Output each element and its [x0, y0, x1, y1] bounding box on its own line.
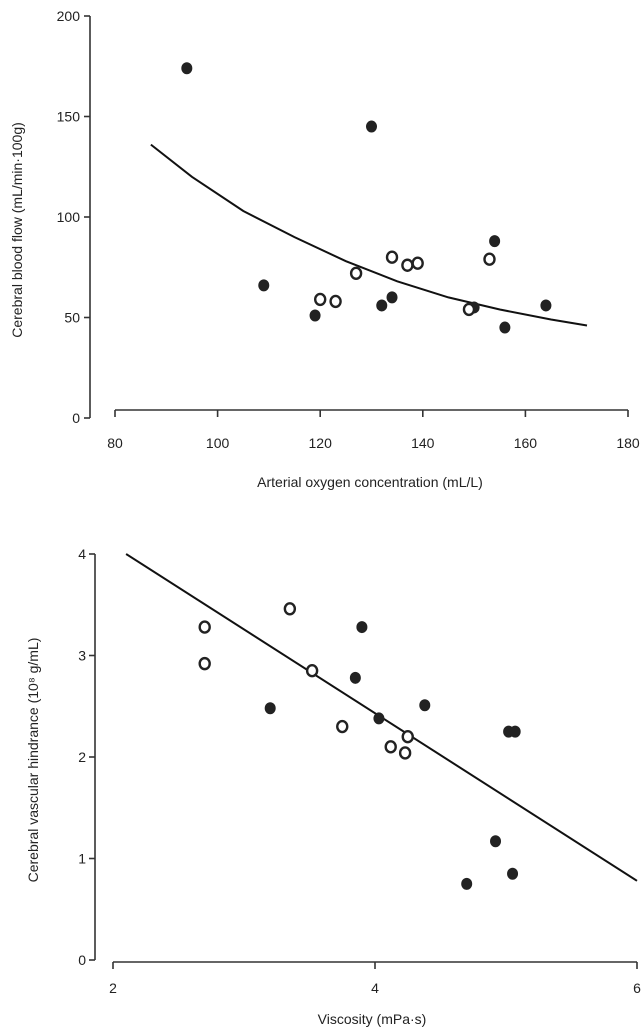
blood-flow-chart: Arterial oxygen concentration (mL/L) Cer…	[9, 8, 640, 490]
filled-data-point	[376, 299, 388, 312]
open-data-point	[283, 602, 297, 616]
filled-data-point	[373, 712, 385, 725]
open-data-point	[336, 719, 349, 734]
vascular-hindrance-chart: Viscosity (mPa·s) Cerebral vascular hind…	[25, 546, 641, 1027]
y-tick-label: 0	[72, 410, 80, 426]
filled-data-point	[509, 725, 521, 738]
x-tick-label: 160	[514, 435, 538, 451]
filled-data-point	[499, 321, 511, 334]
open-data-point	[401, 730, 414, 744]
filled-data-point	[258, 279, 270, 292]
y-tick-label: 150	[57, 109, 81, 125]
y-tick-label: 4	[78, 546, 86, 562]
y-tick-label: 0	[78, 952, 86, 968]
y-tick-label: 100	[57, 209, 81, 225]
open-data-point	[198, 656, 211, 671]
y-tick-label: 2	[78, 749, 86, 765]
filled-data-point	[386, 291, 398, 304]
filled-data-point	[264, 702, 276, 715]
y-axis-label: Cerebral blood flow (mL/min·100g)	[9, 122, 25, 338]
open-data-point	[398, 746, 412, 760]
open-data-point	[385, 250, 399, 264]
filled-data-point	[309, 309, 321, 322]
y-axis-label: Cerebral vascular hindrance (10⁸ g/mL)	[25, 638, 41, 883]
filled-data-point	[490, 835, 502, 848]
filled-data-point	[507, 867, 519, 880]
open-data-point	[198, 620, 211, 634]
open-data-point	[401, 258, 414, 272]
x-tick-label: 120	[309, 435, 333, 451]
open-data-point	[329, 294, 342, 309]
filled-data-point	[461, 877, 473, 890]
y-tick-label: 200	[57, 8, 81, 24]
open-data-point	[314, 292, 327, 307]
x-tick-label: 180	[616, 435, 640, 451]
fit-line	[150, 143, 588, 327]
x-axis-label: Viscosity (mPa·s)	[318, 1011, 427, 1027]
filled-data-point	[489, 235, 501, 248]
filled-data-point	[349, 671, 361, 684]
x-tick-label: 4	[371, 980, 379, 996]
filled-data-point	[366, 120, 377, 133]
x-axis-label: Arterial oxygen concentration (mL/L)	[257, 474, 483, 490]
filled-data-point	[540, 299, 552, 312]
y-tick-label: 50	[64, 310, 80, 326]
filled-data-point	[419, 699, 431, 712]
x-tick-label: 80	[107, 435, 123, 451]
y-tick-label: 1	[78, 851, 86, 867]
open-data-point	[349, 266, 363, 280]
open-data-point	[483, 252, 496, 266]
open-data-point	[462, 302, 476, 317]
x-tick-label: 6	[633, 980, 641, 996]
x-tick-label: 2	[109, 980, 117, 996]
x-tick-label: 100	[206, 435, 230, 451]
open-data-point	[411, 256, 424, 270]
filled-data-point	[356, 621, 368, 634]
y-tick-label: 3	[78, 648, 86, 664]
open-data-point	[384, 740, 397, 754]
open-data-point	[305, 664, 319, 678]
filled-data-point	[181, 62, 193, 75]
x-tick-label: 140	[411, 435, 435, 451]
